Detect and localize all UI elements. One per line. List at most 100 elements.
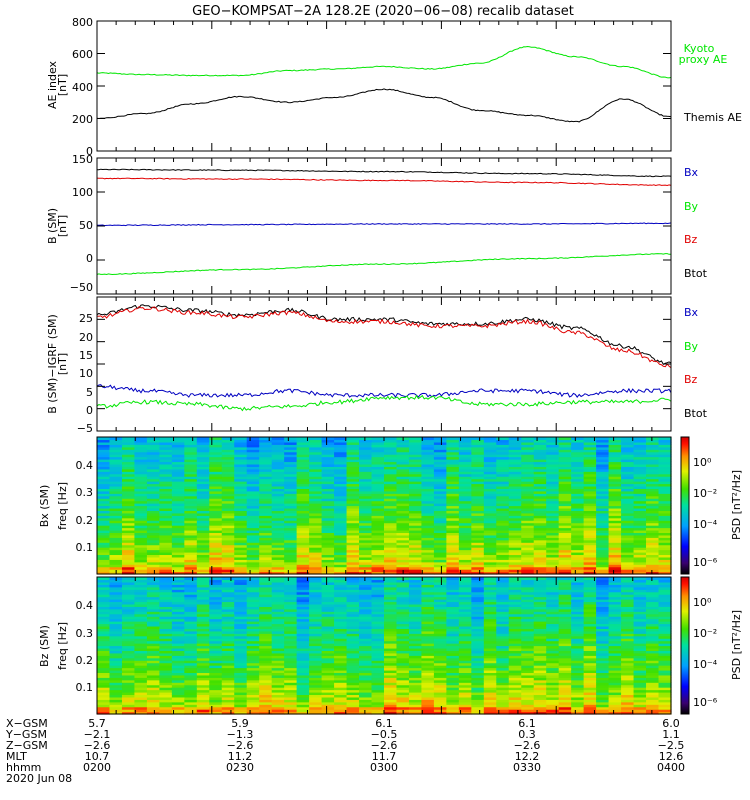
bz-spectrogram-cell xyxy=(309,599,323,603)
bx-spectrogram-cell xyxy=(121,495,136,499)
bx-spectrogram-cell xyxy=(221,534,235,538)
bz-spectrogram-cell xyxy=(421,674,435,678)
bz-spectrogram-cell xyxy=(334,706,348,710)
bz-spectrogram-cell xyxy=(171,652,185,656)
bx-spectrogram-cell xyxy=(321,520,335,524)
bx-spectrogram-cell xyxy=(121,566,136,570)
ytick-label: 600 xyxy=(72,48,93,61)
bz-spectrogram-cell xyxy=(496,577,510,581)
bx-spectrogram-cell xyxy=(633,559,647,563)
bx-spectrogram-cell xyxy=(334,473,348,477)
bz-spectrogram-cell xyxy=(184,679,198,683)
bz-spectrogram-cell xyxy=(483,647,497,651)
bz-spectrogram-cell xyxy=(146,633,160,637)
bz-spectrogram-cell xyxy=(309,606,323,610)
bz-spectrogram-cell xyxy=(458,599,472,603)
bx-spectrogram-cell xyxy=(346,490,360,494)
bx-spectrogram-cell xyxy=(196,559,210,563)
bz-spectrogram-cell xyxy=(284,630,298,634)
bx-spectrogram-cell xyxy=(134,444,148,448)
bz-spectrogram-cell xyxy=(433,645,447,649)
bx-spectrogram-cell xyxy=(608,459,622,463)
bx-spectrogram-cell xyxy=(284,473,298,477)
bz-spectrogram-cell xyxy=(134,709,148,713)
bx-spectrogram-cell xyxy=(371,500,385,504)
bx-spectrogram-cell xyxy=(458,439,472,443)
bx-spectrogram-cell xyxy=(483,446,497,450)
bz-spectrogram-cell xyxy=(97,665,111,669)
bz-spectrogram-cell xyxy=(271,652,285,656)
bx-spectrogram-cell xyxy=(271,517,285,521)
bz-spectrogram-cell xyxy=(471,586,485,590)
bx-spectrogram-cell xyxy=(633,466,647,470)
bx-spectrogram-cell xyxy=(458,495,472,499)
bx-spectrogram-cell xyxy=(246,537,260,541)
bx-spectrogram-cell xyxy=(633,503,647,507)
bx-spectrogram-cell xyxy=(309,539,323,543)
bx-spectrogram-cell xyxy=(259,468,273,472)
bz-spectrogram-cell xyxy=(171,701,185,705)
bx-spectrogram-cell xyxy=(359,483,373,487)
bx-spectrogram-cell xyxy=(109,539,123,543)
bz-spectrogram-cell xyxy=(234,623,248,627)
bx-spectrogram-cell xyxy=(234,551,248,556)
bx-spectrogram-cell xyxy=(334,468,348,472)
bz-spectrogram-cell xyxy=(471,601,485,605)
bz-spectrogram-cell xyxy=(421,687,435,691)
bx-spectrogram-cell xyxy=(458,532,472,536)
bx-spectrogram-cell xyxy=(321,534,335,538)
bx-spectrogram-cell xyxy=(321,449,335,453)
bx-spectrogram-cell xyxy=(196,500,210,504)
bz-spectrogram-cell xyxy=(521,623,535,627)
bx-spectrogram-cell xyxy=(446,544,460,548)
bx-spectrogram-cell xyxy=(234,446,248,450)
bz-spectrogram-cell xyxy=(259,711,273,715)
bx-spectrogram-cell xyxy=(521,505,535,509)
bx-spectrogram-cell xyxy=(184,561,198,565)
bx-spectrogram-cell xyxy=(533,478,547,482)
bx-spectrogram-cell xyxy=(458,498,472,502)
bx-spectrogram-cell xyxy=(234,520,248,524)
bx-spectrogram-cell xyxy=(371,490,385,494)
bx-spectrogram-cell xyxy=(521,561,535,565)
bx-spectrogram-cell xyxy=(321,466,335,470)
bz-spectrogram-cell xyxy=(446,603,460,607)
bz-spectrogram-cell xyxy=(346,613,360,617)
bz-spectrogram-cell xyxy=(371,669,385,674)
bx-spectrogram-cell xyxy=(97,542,111,546)
bz-spectrogram-cell xyxy=(271,679,285,683)
bz-spectrogram-cell xyxy=(109,618,123,622)
bz-spectrogram-cell xyxy=(321,645,335,649)
bx-spectrogram-cell xyxy=(558,532,572,536)
bz-spectrogram-cell xyxy=(433,611,447,615)
bz-spectrogram-cell xyxy=(184,696,198,700)
bz-spectrogram-cell xyxy=(496,650,510,654)
bx-spectrogram-cell xyxy=(309,471,323,475)
bx-spectrogram-cell xyxy=(234,476,248,480)
bx-spectrogram-cell xyxy=(458,473,472,477)
bz-spectrogram-cell xyxy=(458,625,472,629)
bx-spectrogram-cell xyxy=(221,527,235,531)
bz-spectrogram-cell xyxy=(184,577,198,581)
bx-spectrogram-cell xyxy=(533,564,547,568)
bx-spectrogram-cell xyxy=(496,566,510,570)
bx-spectrogram-cell xyxy=(209,478,223,482)
bx-spectrogram-cell xyxy=(359,505,373,509)
bz-spectrogram-cell xyxy=(184,669,198,674)
bx-spectrogram-cell xyxy=(483,454,497,458)
bz-spectrogram-cell xyxy=(246,579,260,583)
bz-spectrogram-cell xyxy=(334,611,348,615)
bx-spectrogram-cell xyxy=(246,488,260,492)
bz-spectrogram-cell xyxy=(259,650,273,654)
bz-spectrogram-cell xyxy=(196,677,210,681)
bz-spectrogram-cell xyxy=(396,662,410,666)
bz-spectrogram-cell xyxy=(97,696,111,700)
bz-spectrogram-cell xyxy=(284,589,298,593)
bx-spectrogram-cell xyxy=(159,556,173,560)
bz-spectrogram-cell xyxy=(284,611,298,615)
bx-spectrogram-cell xyxy=(171,456,185,460)
bz-spectrogram-cell xyxy=(458,577,472,581)
bx-spectrogram-cell xyxy=(596,444,610,448)
bx-spectrogram-cell xyxy=(558,561,572,565)
bx-spectrogram-cell xyxy=(658,473,672,477)
